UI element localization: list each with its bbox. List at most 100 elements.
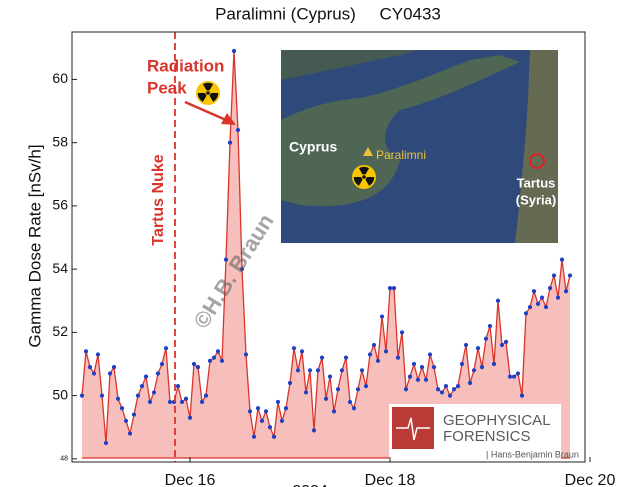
data-point [247, 409, 253, 414]
data-point [391, 286, 397, 291]
data-point [311, 428, 317, 433]
annotation-arrowhead [221, 113, 236, 125]
data-point [115, 396, 121, 401]
data-point [147, 399, 153, 405]
data-point [79, 393, 85, 398]
data-point [159, 361, 165, 367]
data-point [343, 355, 349, 360]
data-point [527, 304, 533, 310]
annotation-arrow [184, 100, 227, 122]
data-point [307, 368, 313, 373]
data-point [475, 346, 481, 351]
data-point [111, 365, 117, 370]
data-point [387, 286, 393, 291]
data-point [523, 311, 529, 316]
data-point [367, 352, 373, 357]
data-point [383, 349, 389, 354]
data-point [223, 257, 229, 262]
event-label: Tartus Nuke [150, 154, 167, 245]
data-point [447, 393, 453, 398]
data-point [287, 380, 293, 386]
data-point [143, 374, 149, 379]
data-point [323, 396, 329, 401]
target-marker [529, 153, 545, 169]
data-point [255, 406, 261, 411]
x-axis-label: 2024 [292, 483, 328, 487]
data-point [427, 352, 433, 357]
icon-blade [365, 177, 375, 186]
data-point [399, 330, 405, 335]
data-point [95, 352, 101, 357]
data-point [163, 346, 169, 351]
data-point [347, 399, 353, 405]
x-tick-label: Dec 18 [365, 472, 416, 487]
station-marker [363, 147, 373, 156]
data-point [211, 355, 217, 360]
data-point [363, 384, 369, 389]
data-point [511, 374, 517, 379]
data-point [335, 387, 341, 392]
map-label: (Syria) [516, 192, 556, 207]
plot-frame [71, 31, 586, 463]
data-point [423, 377, 429, 382]
data-point [207, 358, 213, 363]
map-land-east [515, 50, 558, 243]
data-point [531, 289, 537, 294]
data-point [551, 273, 557, 278]
data-point [179, 399, 185, 405]
data-point [379, 314, 385, 319]
data-point [331, 409, 337, 414]
icon-center [206, 91, 210, 95]
data-point [227, 140, 233, 145]
logo-author: | Hans-Benjamin Braun [486, 449, 579, 459]
data-point [487, 323, 493, 329]
annotation: Radiation [147, 56, 224, 75]
data-point [555, 295, 561, 300]
data-point [259, 418, 265, 423]
data-point [275, 399, 281, 405]
data-point [299, 349, 305, 354]
y-axis-label: Gamma Dose Rate [nSv/h] [25, 144, 44, 347]
data-point [491, 361, 497, 367]
data-point [239, 267, 245, 272]
map-label: Cyprus [289, 139, 337, 155]
data-point [127, 431, 133, 436]
y-tick-label: 54 [52, 260, 68, 276]
data-point [279, 418, 285, 423]
data-point [183, 396, 189, 401]
y-tick-label: 52 [52, 323, 68, 339]
data-point [355, 387, 361, 392]
data-point [539, 295, 545, 300]
data-point [431, 365, 437, 370]
data-point [351, 406, 357, 411]
data-point [295, 368, 301, 373]
data-point [559, 257, 565, 262]
icon-center [362, 175, 366, 179]
data-point [327, 374, 333, 379]
y-tick-label: 58 [52, 133, 68, 149]
logo-wave [396, 417, 430, 441]
data-point [371, 342, 377, 348]
y-tick-label: 48 [60, 456, 68, 463]
logo-text: GEOPHYSICAL [443, 412, 551, 429]
data-point [315, 368, 321, 373]
y-tick-label: 50 [52, 386, 68, 402]
data-point [563, 289, 569, 294]
data-point [375, 358, 381, 363]
data-point [235, 127, 241, 133]
data-point [243, 352, 249, 357]
data-point [467, 380, 473, 386]
radiation-icon [352, 165, 376, 189]
data-point [87, 365, 93, 370]
data-point [151, 390, 157, 395]
data-point [103, 440, 109, 446]
data-point [439, 390, 445, 395]
data-point [203, 393, 209, 398]
data-point [175, 384, 181, 389]
data-point [267, 425, 273, 430]
data-point [107, 371, 113, 376]
data-point [319, 355, 325, 360]
data-point [535, 301, 541, 307]
